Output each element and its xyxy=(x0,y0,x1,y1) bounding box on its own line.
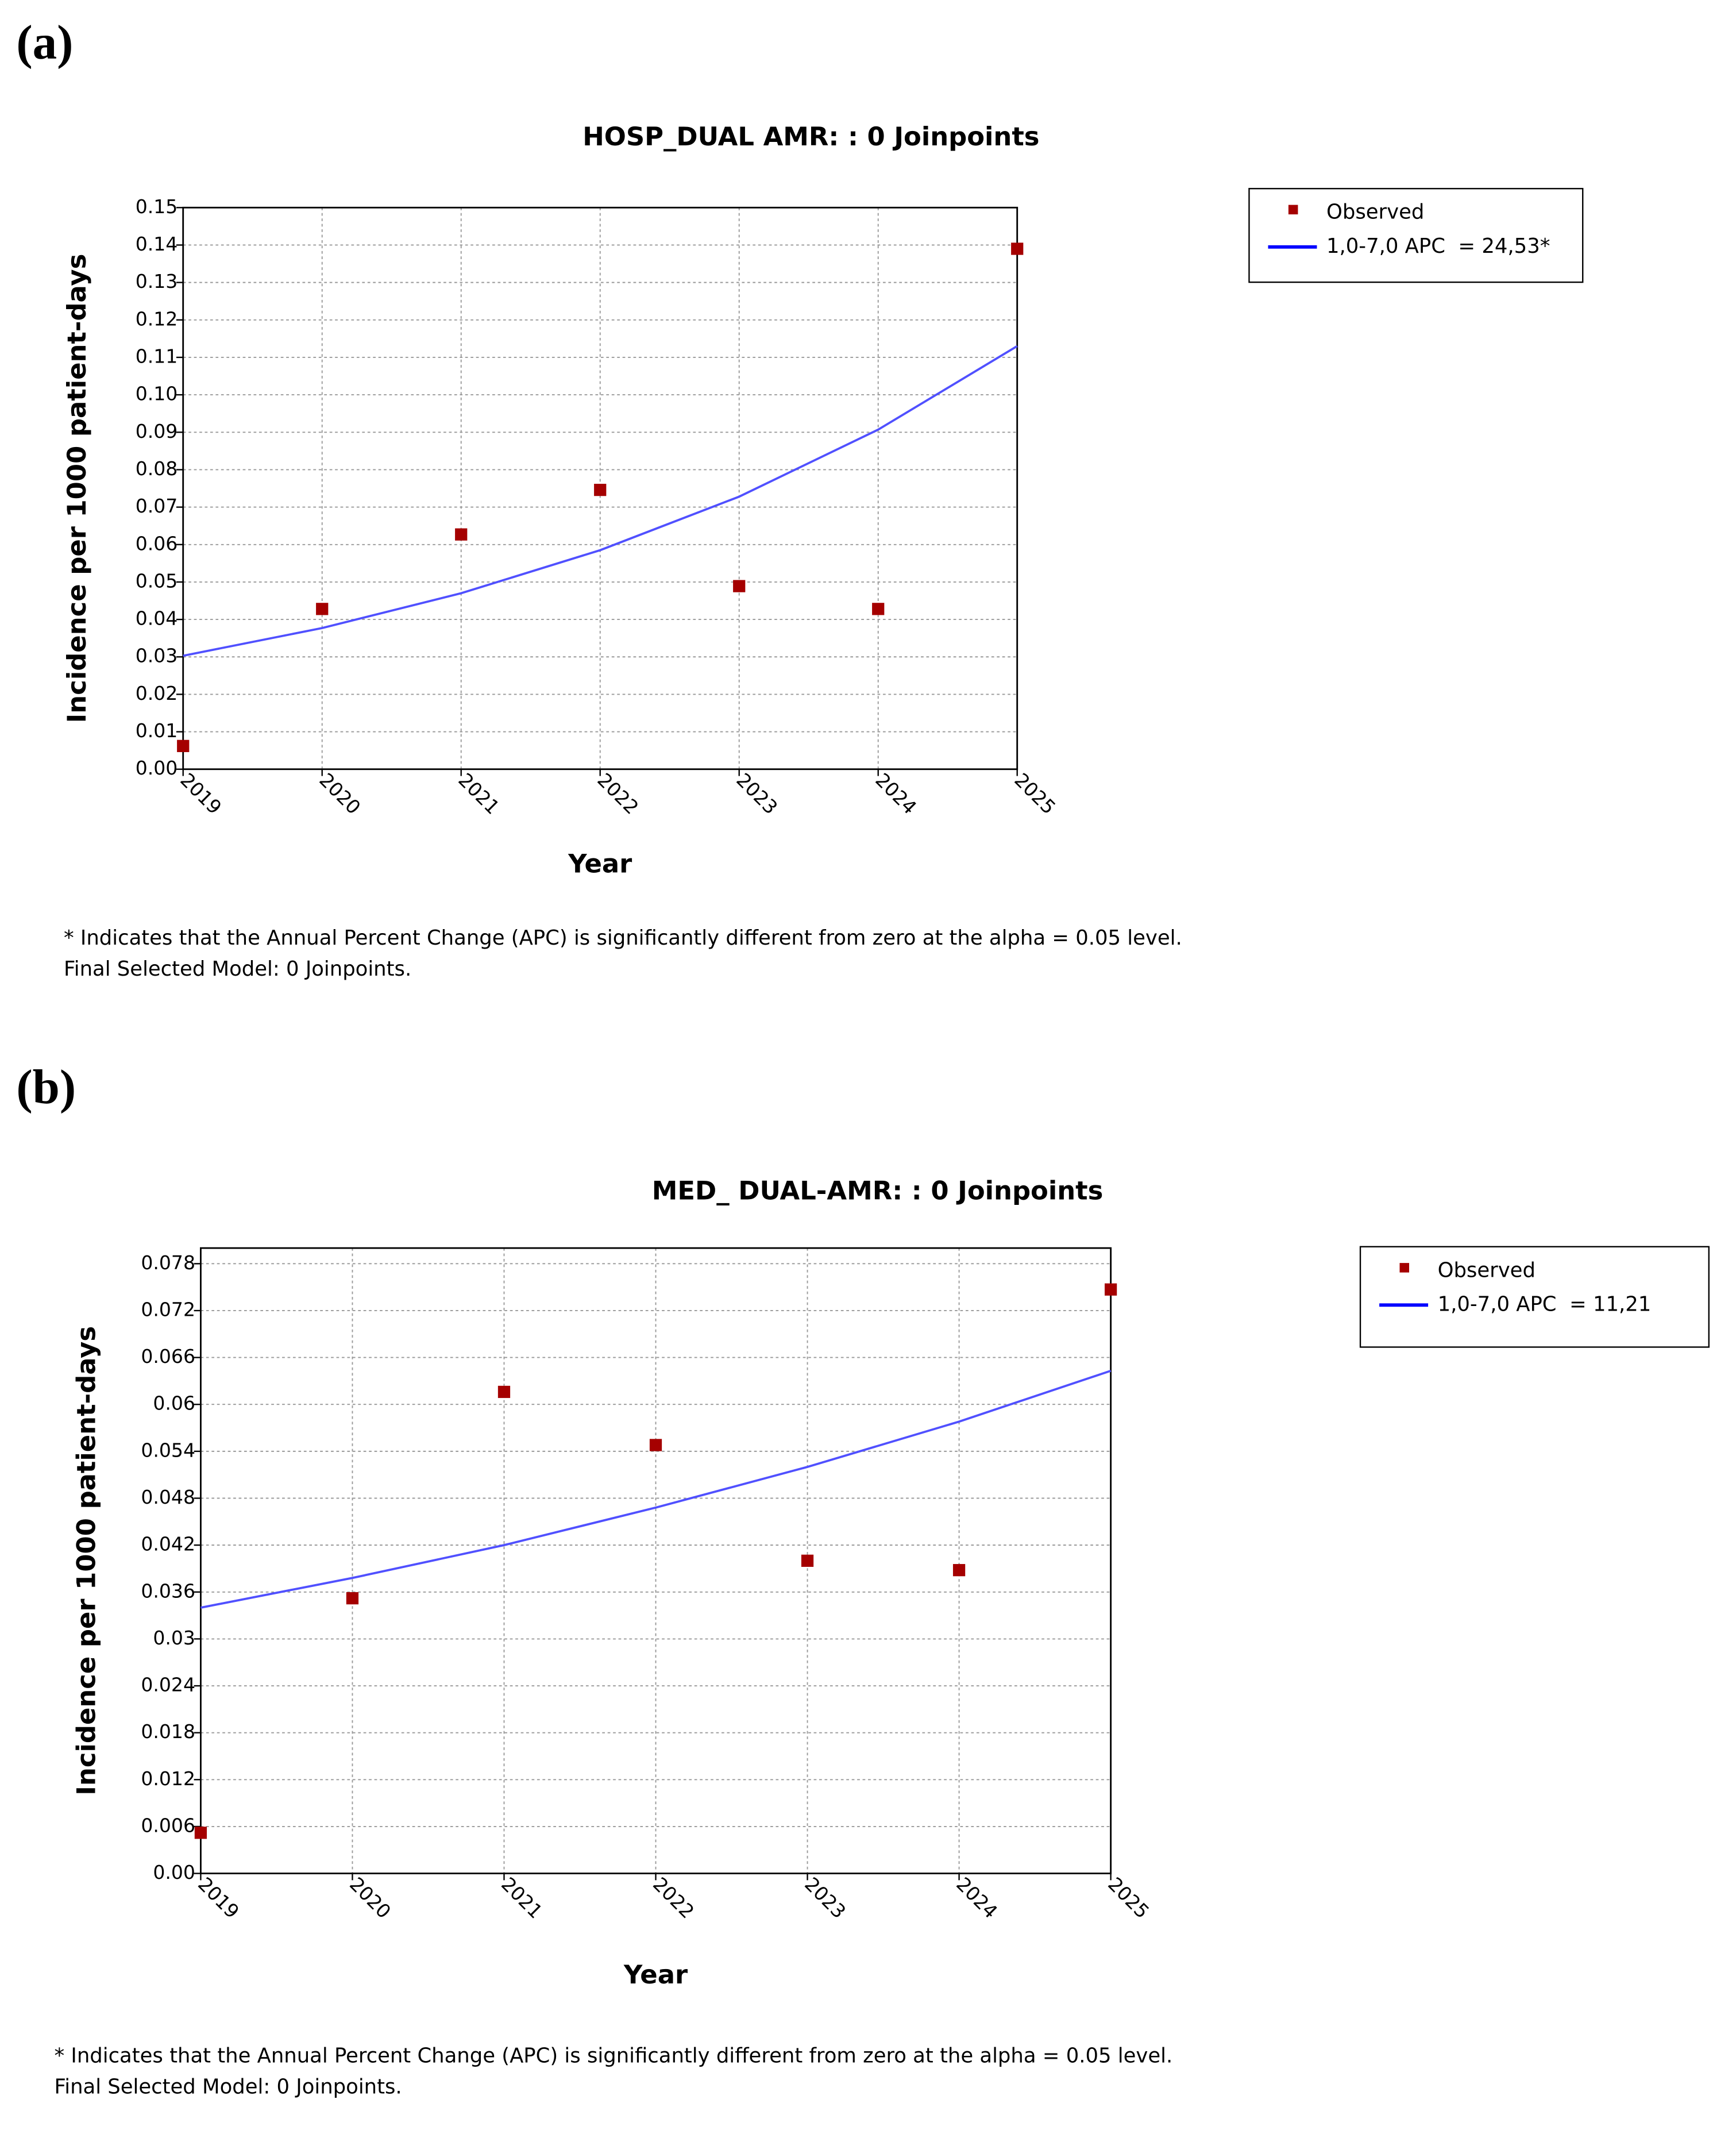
y-tick-label: 0.012 xyxy=(141,1767,195,1790)
chart-title: HOSP_DUAL AMR: : 0 Joinpoints xyxy=(582,121,1039,152)
data-point xyxy=(801,1554,814,1567)
x-tick-label: 2021 xyxy=(497,1873,547,1923)
x-tick-label: 2019 xyxy=(194,1873,244,1923)
plot-frame xyxy=(182,206,1019,771)
footnote: * Indicates that the Annual Percent Chan… xyxy=(64,926,1182,950)
y-axis-title: Incidence per 1000 patient-days xyxy=(61,254,92,723)
data-point xyxy=(316,603,329,615)
y-tick-label: 0.07 xyxy=(136,495,178,517)
fit-line xyxy=(200,1369,1112,1609)
x-tick-label: 2019 xyxy=(176,769,226,819)
y-tick-label: 0.13 xyxy=(136,270,178,292)
y-tick-label: 0.00 xyxy=(153,1861,195,1883)
x-tick-label: 2023 xyxy=(732,769,782,819)
legend-label: Observed xyxy=(1326,201,1424,224)
y-tick-label: 0.072 xyxy=(141,1298,195,1320)
x-axis-title: Year xyxy=(568,848,632,879)
x-tick-label: 2021 xyxy=(454,769,504,819)
footnote: Final Selected Model: 0 Joinpoints. xyxy=(64,957,411,981)
x-tick-label: 2023 xyxy=(800,1873,850,1923)
x-tick-label: 2020 xyxy=(315,769,365,819)
data-point xyxy=(1011,242,1024,255)
y-tick-label: 0.05 xyxy=(136,569,178,592)
x-tick-label: 2024 xyxy=(871,769,921,819)
legend-label: 1,0-7,0 APC = 11,21 xyxy=(1438,1292,1652,1316)
x-tick-label: 2022 xyxy=(649,1873,699,1923)
y-tick-label: 0.10 xyxy=(136,383,178,405)
y-tick-label: 0.12 xyxy=(136,307,178,330)
x-tick-label: 2024 xyxy=(952,1873,1002,1923)
y-tick-label: 0.048 xyxy=(141,1486,195,1508)
fit-line xyxy=(183,345,1018,657)
y-tick-label: 0.06 xyxy=(153,1392,195,1415)
y-tick-label: 0.036 xyxy=(141,1580,195,1602)
y-tick-label: 0.01 xyxy=(136,719,178,742)
y-tick-label: 0.04 xyxy=(136,607,178,630)
data-point xyxy=(952,1564,966,1577)
y-tick-label: 0.03 xyxy=(153,1627,195,1649)
y-tick-label: 0.02 xyxy=(136,682,178,704)
x-tick-label: 2020 xyxy=(345,1873,395,1923)
y-tick-label: 0.006 xyxy=(141,1814,195,1836)
data-point xyxy=(497,1385,511,1399)
y-tick-label: 0.03 xyxy=(136,645,178,667)
data-point xyxy=(346,1592,359,1605)
y-tick-label: 0.06 xyxy=(136,532,178,554)
y-tick-label: 0.018 xyxy=(141,1720,195,1743)
data-point xyxy=(177,739,190,752)
x-tick-label: 2022 xyxy=(593,769,643,819)
y-tick-label: 0.11 xyxy=(136,345,178,367)
footnote: * Indicates that the Annual Percent Chan… xyxy=(54,2044,1172,2067)
legend-label: Observed xyxy=(1438,1258,1536,1282)
panel-label: (b) xyxy=(16,1060,76,1114)
x-tick-label: 2025 xyxy=(1104,1873,1154,1923)
y-tick-label: 0.00 xyxy=(136,757,178,779)
y-tick-label: 0.024 xyxy=(141,1674,195,1696)
y-tick-label: 0.09 xyxy=(136,420,178,442)
y-tick-label: 0.15 xyxy=(136,195,178,218)
y-axis-title: Incidence per 1000 patient-days xyxy=(71,1326,101,1796)
panel-label: (a) xyxy=(16,16,73,70)
data-point xyxy=(194,1827,207,1839)
plot-frame xyxy=(200,1247,1112,1874)
data-point xyxy=(455,528,468,541)
y-tick-label: 0.054 xyxy=(141,1439,195,1461)
legend-marker xyxy=(1288,205,1298,215)
y-tick-label: 0.08 xyxy=(136,457,178,480)
y-tick-label: 0.066 xyxy=(141,1345,195,1367)
legend-box xyxy=(1248,188,1584,283)
data-point xyxy=(733,580,746,592)
y-tick-label: 0.042 xyxy=(141,1533,195,1555)
data-point xyxy=(649,1439,662,1451)
data-point xyxy=(872,603,885,615)
y-tick-label: 0.14 xyxy=(136,233,178,255)
y-tick-label: 0.078 xyxy=(141,1251,195,1274)
x-axis-title: Year xyxy=(623,1959,688,1990)
legend-box xyxy=(1359,1246,1710,1348)
legend-marker xyxy=(1399,1263,1410,1273)
x-tick-label: 2025 xyxy=(1010,769,1060,819)
chart-title: MED_ DUAL-AMR: : 0 Joinpoints xyxy=(652,1175,1104,1205)
data-point xyxy=(594,484,607,496)
footnote: Final Selected Model: 0 Joinpoints. xyxy=(54,2075,402,2099)
data-point xyxy=(1104,1283,1117,1296)
legend-label: 1,0-7,0 APC = 24,53* xyxy=(1326,234,1550,258)
